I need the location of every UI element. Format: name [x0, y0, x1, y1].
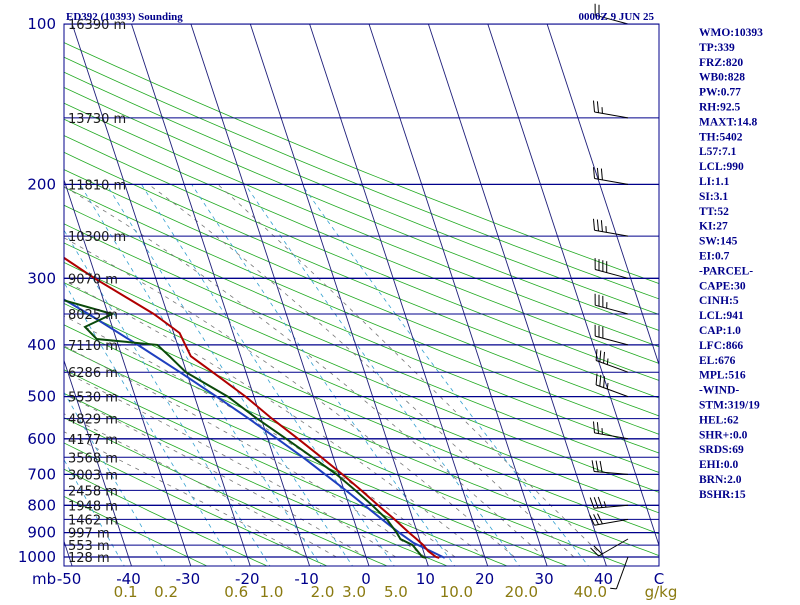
- mixing-ratio-label: 2.0: [311, 583, 335, 600]
- isotherm-line: [0, 24, 13, 566]
- index-value: HEL:62: [699, 414, 739, 426]
- height-label: 13730 m: [68, 112, 126, 127]
- index-value: BRN:2.0: [699, 474, 742, 486]
- index-value: LCL:941: [699, 310, 744, 322]
- index-value: BSHR:15: [699, 489, 746, 501]
- mixing-ratio-label: 0.6: [224, 583, 248, 600]
- index-value: WMO:10393: [699, 27, 763, 39]
- index-value: SHR+:0.0: [699, 429, 748, 441]
- index-value: TH:5402: [699, 131, 743, 143]
- index-value: MAXT:14.8: [699, 116, 757, 128]
- wind-barb-half-flag: [610, 588, 616, 589]
- mixing-ratio-label: 40.0: [574, 583, 607, 600]
- pressure-label: 900: [27, 524, 56, 542]
- height-label: 7110 m: [68, 339, 118, 354]
- index-value: PW:0.77: [699, 87, 741, 99]
- height-label: 2458 m: [68, 484, 118, 499]
- height-label: 9070 m: [68, 272, 118, 287]
- mixing-ratio-label: 10.0: [440, 583, 473, 600]
- index-value: LFC:866: [699, 340, 743, 352]
- height-label: 5530 m: [68, 391, 118, 406]
- height-label: 6286 m: [68, 366, 118, 381]
- height-label: 4177 m: [68, 433, 118, 448]
- isotherm-line: [0, 24, 72, 566]
- index-value: CAP:1.0: [699, 325, 741, 337]
- height-label: 1948 m: [68, 499, 118, 514]
- height-label: 11810 m: [68, 178, 126, 193]
- plot-area: [64, 24, 659, 566]
- height-label: 10300 m: [68, 230, 126, 245]
- index-value: TP:339: [699, 42, 735, 54]
- index-value: STM:319/19: [699, 400, 760, 412]
- mixing-ratio-label: 1.0: [260, 583, 284, 600]
- pressure-unit-label: mb: [32, 570, 56, 588]
- wind-barb-half-flag: [607, 383, 608, 389]
- pressure-label: 200: [27, 175, 56, 193]
- station-title: ED392 (10393) Sounding: [66, 11, 183, 23]
- index-value: MPL:516: [699, 370, 746, 382]
- pressure-label: 1000: [18, 548, 56, 566]
- index-value: EL:676: [699, 355, 736, 367]
- height-label: 4829 m: [68, 413, 118, 428]
- mixing-ratio-label: 3.0: [342, 583, 366, 600]
- index-value: EI:0.7: [699, 251, 730, 263]
- mixing-ratio-label: 20.0: [505, 583, 538, 600]
- index-value: EHI:0.0: [699, 459, 739, 471]
- wind-barb-half-flag: [607, 359, 608, 365]
- height-label: 128 m: [68, 551, 110, 566]
- index-value: -PARCEL-: [699, 265, 753, 277]
- temperature-tick-label: -30: [176, 570, 201, 588]
- pressure-label: 700: [27, 465, 56, 483]
- index-value: -WIND-: [699, 385, 739, 397]
- index-value: L57:7.1: [699, 146, 737, 158]
- temperature-tick-label: 10: [416, 570, 435, 588]
- pressure-label: 400: [27, 336, 56, 354]
- index-value: SRDS:69: [699, 444, 744, 456]
- index-value: TT:52: [699, 206, 729, 218]
- index-value: CAPE:30: [699, 280, 746, 292]
- mixing-ratio-label: 5.0: [384, 583, 408, 600]
- mixing-ratio-label: 0.2: [154, 583, 178, 600]
- observation-time: 0000Z 9 JUN 25: [579, 11, 655, 23]
- index-value: SI:3.1: [699, 191, 728, 203]
- pressure-label: 800: [27, 496, 56, 514]
- height-label: 8025 m: [68, 308, 118, 323]
- index-value: RH:92.5: [699, 102, 740, 114]
- index-value: SW:145: [699, 236, 738, 248]
- temperature-tick-label: 20: [475, 570, 494, 588]
- height-label: 3568 m: [68, 451, 118, 466]
- pressure-label: 300: [27, 269, 56, 287]
- index-value: LCL:990: [699, 161, 744, 173]
- mixing-ratio-unit-label: g/kg: [645, 583, 678, 600]
- pressure-label: 600: [27, 430, 56, 448]
- index-value: CINH:5: [699, 295, 739, 307]
- temperature-tick-label: -50: [57, 570, 82, 588]
- index-value: WB0:828: [699, 72, 745, 84]
- index-value: KI:27: [699, 221, 728, 233]
- stability-indices-panel: WMO:10393 TP:339 FRZ:820 WB0:828 PW:0.77 RH:9…: [699, 27, 763, 501]
- pressure-label: 100: [27, 15, 56, 33]
- pressure-label: 500: [27, 388, 56, 406]
- index-value: FRZ:820: [699, 57, 743, 69]
- height-label: 3003 m: [68, 468, 118, 483]
- mixing-ratio-label: 0.1: [114, 583, 138, 600]
- index-value: LI:1.1: [699, 176, 730, 188]
